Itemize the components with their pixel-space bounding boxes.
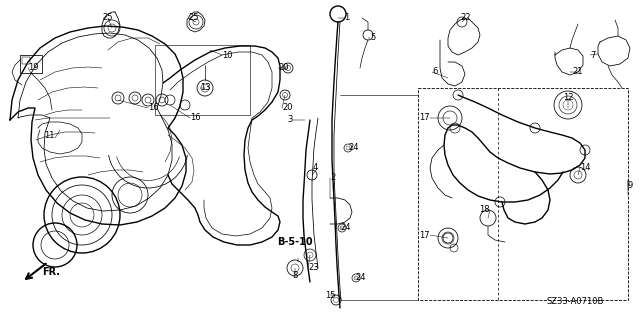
Bar xyxy=(155,45,250,115)
Text: 17: 17 xyxy=(419,114,430,122)
Text: 22: 22 xyxy=(461,13,471,23)
Text: 16: 16 xyxy=(148,103,159,113)
Text: 6: 6 xyxy=(432,68,437,77)
Text: 8: 8 xyxy=(292,271,298,279)
Text: 25: 25 xyxy=(188,13,198,23)
Text: 2: 2 xyxy=(330,174,335,182)
Text: 21: 21 xyxy=(573,68,583,77)
Text: 12: 12 xyxy=(563,93,573,102)
Text: 4: 4 xyxy=(313,164,318,173)
Text: 11: 11 xyxy=(45,130,55,139)
Text: FR.: FR. xyxy=(42,267,60,277)
Bar xyxy=(22,57,30,64)
Text: 24: 24 xyxy=(348,144,358,152)
Text: 18: 18 xyxy=(479,205,490,214)
Text: B-5-10: B-5-10 xyxy=(277,237,313,247)
Text: 17: 17 xyxy=(419,231,430,240)
Text: 5: 5 xyxy=(370,33,375,42)
Text: 20: 20 xyxy=(278,63,289,72)
Text: 10: 10 xyxy=(222,50,232,60)
Text: 16: 16 xyxy=(190,114,200,122)
Text: 9: 9 xyxy=(628,181,633,189)
Text: 25: 25 xyxy=(103,13,113,23)
Bar xyxy=(20,55,42,73)
Text: 14: 14 xyxy=(580,164,591,173)
Text: 23: 23 xyxy=(308,263,319,272)
Text: 13: 13 xyxy=(200,84,211,93)
Text: 20: 20 xyxy=(282,103,292,113)
Text: 15: 15 xyxy=(324,291,335,300)
Text: 3: 3 xyxy=(287,115,293,124)
Text: 24: 24 xyxy=(355,273,365,283)
Text: 1: 1 xyxy=(344,13,349,23)
Text: 7: 7 xyxy=(590,50,595,60)
Text: SZ33-A0710B: SZ33-A0710B xyxy=(547,298,604,307)
Bar xyxy=(418,88,628,300)
Text: 19: 19 xyxy=(28,63,38,72)
Text: 24: 24 xyxy=(340,224,351,233)
